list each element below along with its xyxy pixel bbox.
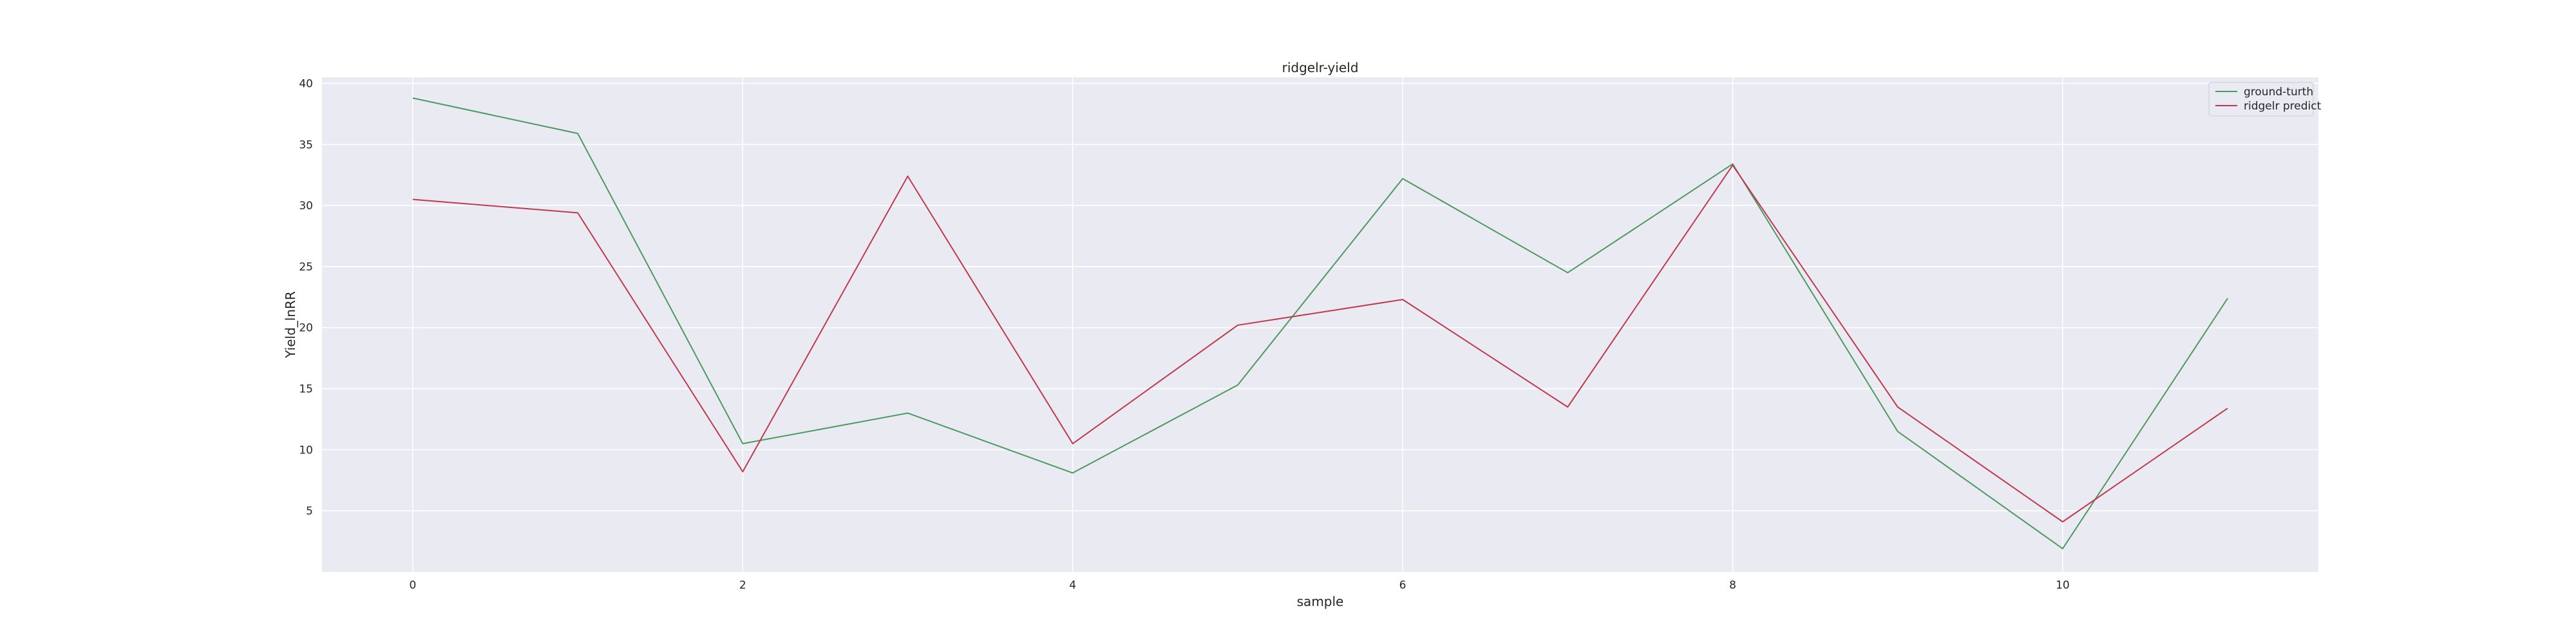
x-tick-label: 10 (2056, 579, 2070, 592)
legend: ground-turth ridgelr predict (2208, 82, 2322, 117)
y-tick-label: 30 (299, 200, 313, 213)
chart-title: ridgelr-yield (1282, 60, 1359, 75)
legend-label-ground-turth: ground-turth (2244, 86, 2313, 99)
x-tick-labels: 0 2 4 6 8 10 (409, 579, 2069, 592)
legend-label-ridgelr-predict: ridgelr predict (2244, 100, 2322, 113)
y-tick-label: 35 (299, 138, 313, 151)
x-tick-label: 2 (739, 579, 746, 592)
y-axis-label: Yield_lnRR (283, 291, 298, 359)
x-tick-label: 0 (409, 579, 416, 592)
plot-background (322, 77, 2318, 572)
series-line-ridgelr-predict (412, 164, 2228, 523)
x-tick-label: 8 (1729, 579, 1736, 592)
y-tick-label: 25 (299, 261, 313, 274)
y-tick-label: 10 (299, 444, 313, 457)
y-tick-label: 15 (299, 383, 313, 396)
y-tick-labels: 5 10 15 20 25 30 35 40 (299, 77, 313, 518)
series-line-ground-turth (412, 97, 2228, 549)
y-tick-label: 20 (299, 322, 313, 335)
x-tick-label: 4 (1069, 579, 1076, 592)
y-tick-label: 40 (299, 77, 313, 90)
grid-lines (322, 77, 2318, 572)
x-tick-label: 6 (1399, 579, 1406, 592)
y-tick-label: 5 (306, 505, 313, 518)
x-axis-label: sample (1297, 594, 1344, 609)
series-lines (412, 97, 2228, 549)
